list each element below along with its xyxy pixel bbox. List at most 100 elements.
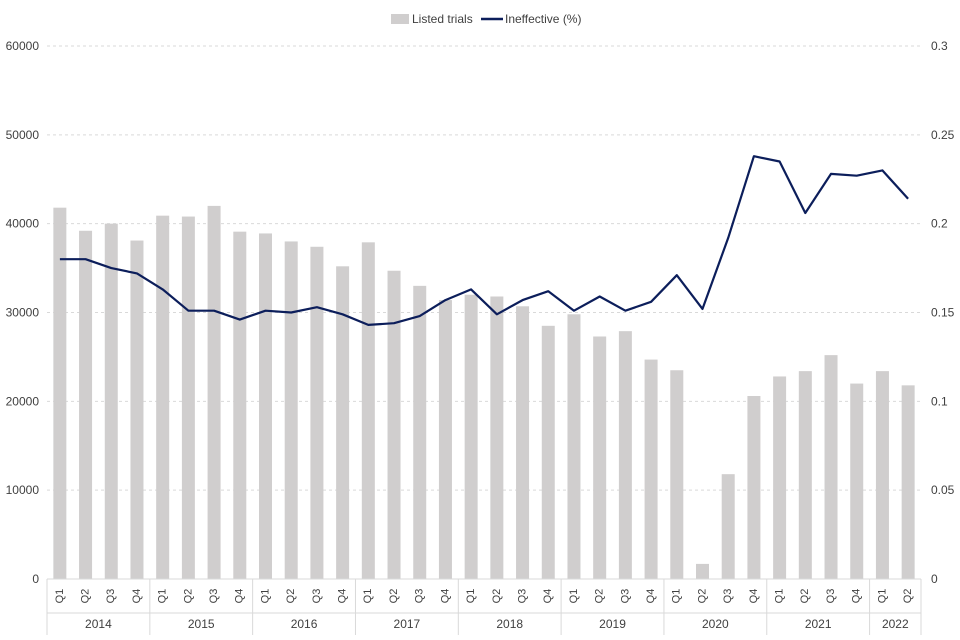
left-tick-label: 10000 xyxy=(6,483,40,497)
category-label: Q1 xyxy=(774,589,786,604)
category-label: Q3 xyxy=(619,589,631,604)
year-label: 2017 xyxy=(394,617,421,631)
left-tick-label: 0 xyxy=(32,572,39,586)
year-label: 2015 xyxy=(188,617,215,631)
category-label: Q1 xyxy=(568,589,580,604)
bar xyxy=(336,266,350,579)
category-label: Q2 xyxy=(182,589,194,604)
category-label: Q3 xyxy=(311,589,323,604)
right-axis: 0 0.05 0.1 0.15 0.2 0.25 0.3 xyxy=(931,39,955,586)
bar xyxy=(875,371,889,579)
x-axis: Q1 Q2 Q3 Q4 Q1 Q2 Q3 Q4 Q1 Q2 Q3 Q4 Q1 Q2 Q3 Q4 Q1 Q2 Q3 Q4… xyxy=(46,578,922,635)
category-label: Q4 xyxy=(542,589,554,604)
bar xyxy=(387,270,401,579)
category-label: Q1 xyxy=(54,589,66,604)
legend-label-ineffective: Ineffective (%) xyxy=(505,12,581,26)
category-label: Q4 xyxy=(234,589,246,604)
category-label: Q3 xyxy=(105,589,117,604)
category-label: Q1 xyxy=(465,589,477,604)
bar xyxy=(773,376,787,579)
year-label: 2022 xyxy=(882,617,909,631)
legend-swatch-listed-trials xyxy=(391,14,409,24)
bar xyxy=(567,314,581,579)
category-label: Q3 xyxy=(414,589,426,604)
category-label: Q1 xyxy=(157,589,169,604)
category-label: Q4 xyxy=(439,589,451,604)
bar xyxy=(901,385,915,579)
bar xyxy=(850,383,864,579)
right-tick-label: 0.25 xyxy=(931,128,955,142)
category-label: Q4 xyxy=(131,589,143,604)
right-tick-label: 0.15 xyxy=(931,306,955,320)
right-tick-label: 0.05 xyxy=(931,483,955,497)
bar xyxy=(721,474,735,579)
line-series xyxy=(59,155,909,326)
bar xyxy=(490,296,504,579)
bar xyxy=(53,207,67,579)
category-label: Q2 xyxy=(902,589,914,604)
right-tick-label: 0.3 xyxy=(931,39,948,53)
bar xyxy=(644,359,658,579)
left-tick-label: 30000 xyxy=(6,306,40,320)
category-label: Q4 xyxy=(337,589,349,604)
bar xyxy=(259,233,272,579)
bar xyxy=(516,306,530,579)
category-label: Q2 xyxy=(696,589,708,604)
year-label: 2018 xyxy=(496,617,523,631)
bar xyxy=(824,355,838,579)
bar xyxy=(413,285,427,579)
category-label: Q2 xyxy=(594,589,606,604)
legend-label-listed-trials: Listed trials xyxy=(412,12,473,26)
bar xyxy=(79,230,93,580)
year-label: 2014 xyxy=(85,617,112,631)
right-tick-label: 0.2 xyxy=(931,217,948,231)
bar xyxy=(156,215,170,579)
year-label: 2020 xyxy=(702,617,729,631)
bar xyxy=(798,371,812,579)
category-label: Q3 xyxy=(825,589,837,604)
left-tick-label: 60000 xyxy=(6,39,40,53)
bar xyxy=(618,331,632,579)
left-tick-label: 50000 xyxy=(6,128,40,142)
left-axis: 0 10000 20000 30000 40000 50000 60000 xyxy=(6,39,40,586)
category-label: Q2 xyxy=(285,589,297,604)
category-label: Q3 xyxy=(517,589,529,604)
bar xyxy=(361,242,375,580)
right-tick-label: 0.1 xyxy=(931,394,948,408)
bar xyxy=(284,241,298,579)
bar xyxy=(438,300,452,579)
bar xyxy=(464,294,478,579)
category-label: Q1 xyxy=(259,589,271,604)
bar xyxy=(747,396,761,579)
bar xyxy=(104,223,118,579)
category-label: Q1 xyxy=(362,589,374,604)
legend: Listed trials Ineffective (%) xyxy=(391,12,581,26)
year-label: 2016 xyxy=(291,617,318,631)
year-label: 2021 xyxy=(805,617,832,631)
category-label: Q4 xyxy=(748,589,760,604)
category-label: Q3 xyxy=(722,589,734,604)
category-label: Q2 xyxy=(388,589,400,604)
left-tick-label: 40000 xyxy=(6,217,40,231)
right-tick-label: 0 xyxy=(931,572,938,586)
bar-series xyxy=(53,205,915,580)
category-label: Q1 xyxy=(876,589,888,604)
bar xyxy=(207,205,221,579)
bar xyxy=(181,216,195,579)
bar xyxy=(696,563,709,579)
bar xyxy=(593,336,607,579)
category-label: Q2 xyxy=(799,589,811,604)
gridlines xyxy=(47,45,921,491)
category-label: Q2 xyxy=(80,589,92,604)
bar xyxy=(130,240,144,580)
bar xyxy=(233,231,247,579)
bar xyxy=(670,370,684,579)
category-label: Q4 xyxy=(645,589,657,604)
left-tick-label: 20000 xyxy=(6,394,40,408)
ineffective-line xyxy=(59,155,909,326)
year-label: 2019 xyxy=(599,617,626,631)
bar xyxy=(310,246,324,579)
category-label: Q4 xyxy=(851,589,863,604)
category-label: Q2 xyxy=(491,589,503,604)
